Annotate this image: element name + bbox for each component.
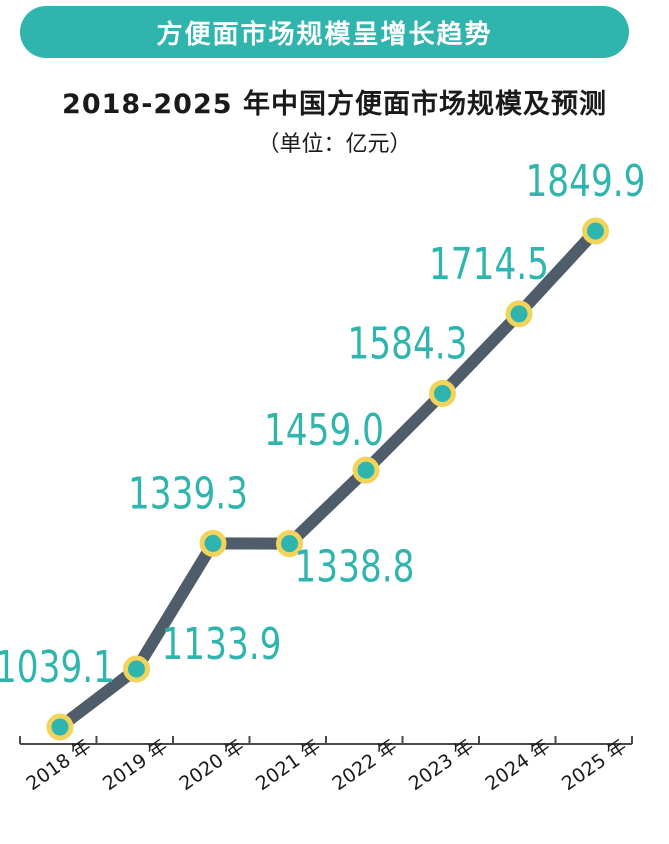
header-banner: 方便面市场规模呈增长趋势 <box>20 6 629 58</box>
data-point <box>276 530 303 558</box>
series-line <box>54 225 602 733</box>
data-point <box>505 300 533 328</box>
data-label: 1339.3 <box>128 468 248 519</box>
data-labels: 1039.1 1133.9 1339.3 1338.8 1459.0 1584.3 1714… <box>0 156 646 693</box>
data-point <box>582 217 609 245</box>
data-point <box>429 379 456 407</box>
data-label: 1039.1 <box>0 642 115 693</box>
chart-title: 2018-2025 年中国方便面市场规模及预测 <box>62 89 607 120</box>
unit-note: （单位：亿元） <box>257 132 412 157</box>
data-label: 1459.0 <box>264 405 384 456</box>
data-label: 1584.3 <box>347 318 467 369</box>
x-axis: 2018 年 2019 年 2020 年 2021 年 2022 年 2023 年 2024… <box>19 735 633 795</box>
series-line-layer <box>54 225 602 733</box>
data-point <box>46 713 74 741</box>
banner-title: 方便面市场规模呈增长趋势 <box>156 19 493 50</box>
data-label: 1133.9 <box>161 619 281 670</box>
data-label: 1849.9 <box>525 156 645 207</box>
data-label: 1714.5 <box>429 239 549 290</box>
data-point <box>352 456 380 484</box>
data-point <box>123 655 150 683</box>
data-markers <box>46 217 609 741</box>
data-label: 1338.8 <box>294 542 414 593</box>
data-point <box>199 529 227 557</box>
